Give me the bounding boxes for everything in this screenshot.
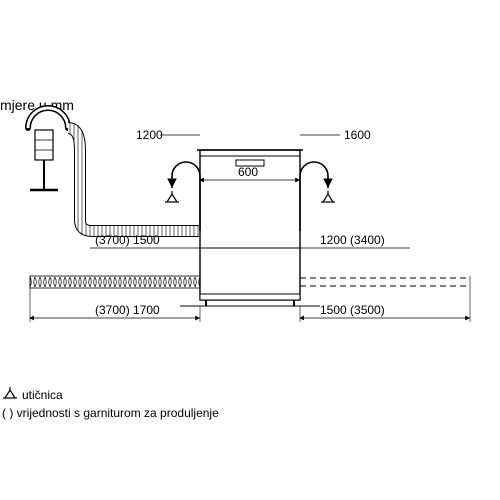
legend-socket-label: utičnica: [22, 388, 63, 402]
svg-text:1600: 1600: [344, 128, 371, 142]
svg-text:(3700) 1700: (3700) 1700: [95, 303, 160, 317]
water-tap: [28, 108, 68, 190]
left-loop: [172, 162, 200, 231]
socket-left-icon: [165, 191, 179, 202]
right-loop: [300, 162, 328, 231]
svg-text:(3700) 1500: (3700) 1500: [95, 233, 160, 247]
svg-text:1500 (3500): 1500 (3500): [320, 303, 385, 317]
svg-text:1200 (3400): 1200 (3400): [320, 233, 385, 247]
svg-text:1200: 1200: [136, 128, 163, 142]
dim-right-mid: 1200 (3400): [300, 233, 410, 248]
socket-right-icon: [321, 191, 335, 202]
legend-socket-icon: [3, 387, 17, 398]
legend-paren-label: ( ) vrijednosti s garniturom za produlje…: [2, 406, 219, 420]
legend: utičnica ( ) vrijednosti s garniturom za…: [2, 387, 219, 420]
supply-hose: [68, 128, 200, 231]
drain-hose-right: [300, 278, 470, 286]
drain-hose-left: [30, 276, 200, 288]
installation-diagram: mjere u mm: [0, 0, 500, 500]
svg-text:600: 600: [238, 165, 258, 179]
dim-1200: 1200: [136, 128, 200, 142]
dim-1600: 1600: [300, 128, 371, 142]
dim-right-bot: 1500 (3500): [300, 276, 470, 322]
